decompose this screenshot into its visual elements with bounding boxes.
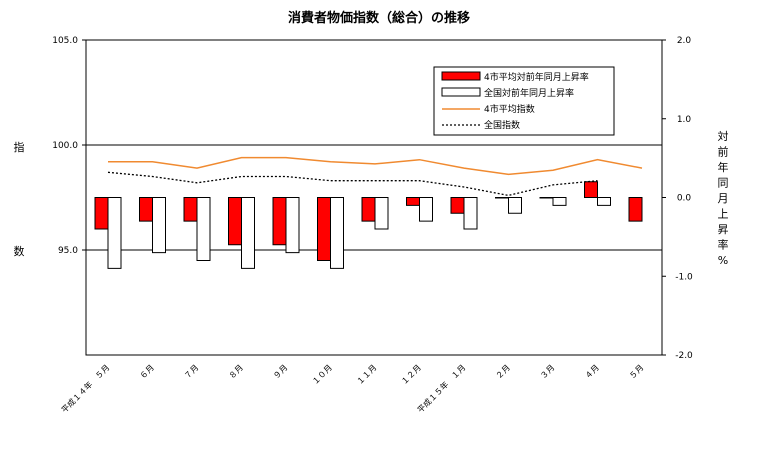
bar-national-rate-2 [196,197,211,261]
bar-four-city-rate-0 [94,197,109,230]
legend-swatch-0 [441,71,481,81]
right-axis-label-char-3: 同 [718,177,729,190]
left-tick-label-0: 105.0 [52,36,78,46]
bars-layer [94,181,643,269]
left-axis-label: 指数 [14,140,25,258]
chart-title: 消費者物価指数（総合）の推移 [288,10,470,26]
right-tick-label-1: 1.0 [677,115,692,125]
legend-label-3: 全国指数 [484,119,520,131]
bar-national-rate-8 [463,197,478,230]
bar-four-city-rate-7 [406,197,420,206]
bar-four-city-rate-4 [272,197,287,246]
x-tick-label-7: １２月 [400,363,423,386]
bar-national-rate-6 [374,197,389,230]
x-tick-label-0: 平成１４年 ５月 [59,362,111,414]
bar-four-city-rate-11 [584,181,598,198]
bar-four-city-rate-1 [139,197,153,222]
bar-four-city-rate-3 [228,197,242,246]
legend-label-0: 4市平均対前年同月上昇率 [484,71,589,83]
right-axis-label-char-1: 前 [718,145,729,159]
bar-national-rate-3 [241,197,255,269]
bar-four-city-rate-9 [495,197,509,199]
right-axis-label-char-4: 月 [718,192,729,205]
series-line-four-city-index [108,156,643,176]
bar-national-rate-5 [330,197,344,269]
bar-national-rate-11 [597,197,611,206]
bar-four-city-rate-2 [183,197,198,222]
x-tick-label-3: ８月 [227,363,245,381]
bar-national-rate-1 [152,197,166,254]
x-tick-label-6: １１月 [355,363,378,386]
right-axis: 2.0 1.0 0.0 -1.0 -2.0 [662,36,693,361]
left-axis: 105.0 100.0 95.0 [52,36,86,256]
bar-national-rate-9 [508,197,522,214]
bar-national-rate-0 [107,197,122,269]
lines-layer [107,156,643,197]
bar-four-city-rate-12 [628,197,643,222]
right-tick-label-2: 0.0 [677,194,692,204]
legend-label-2: 4市平均指数 [484,103,535,115]
right-axis-label: 対前年同月上昇率% [718,129,729,267]
right-axis-label-char-7: 率 [718,238,729,252]
x-tick-label-12: ５月 [628,363,646,381]
series-line-national-index [107,171,598,197]
bar-four-city-rate-8 [450,197,465,214]
right-axis-label-char-6: 昇 [718,223,729,236]
right-tick-label-3: -1.0 [675,272,693,282]
x-tick-label-4: ９月 [272,363,290,381]
x-tick-label-5: １０月 [311,363,334,386]
bar-national-rate-10 [552,197,567,206]
right-axis-label-char-2: 年 [718,160,729,174]
x-tick-label-1: ６月 [138,363,156,381]
right-axis-label-char-0: 対 [718,129,729,143]
left-axis-label-char-1: 数 [14,245,25,258]
bar-national-rate-7 [419,197,433,222]
left-axis-label-char-0: 指 [14,140,25,154]
x-tick-label-2: ７月 [183,363,201,381]
right-axis-label-char-8: % [718,254,728,267]
bar-national-rate-4 [285,197,300,254]
x-tick-label-9: ２月 [494,363,512,381]
bar-four-city-rate-5 [317,197,331,261]
right-tick-label-4: -2.0 [675,351,693,361]
legend-label-1: 全国対前年同月上昇率 [484,87,574,99]
left-tick-label-1: 100.0 [52,141,78,151]
right-tick-label-0: 2.0 [677,36,692,46]
x-tick-label-8: 平成１５年 １月 [415,362,467,414]
left-tick-label-2: 95.0 [58,246,78,256]
x-tick-label-10: ３月 [539,363,557,381]
bar-four-city-rate-10 [539,197,554,199]
bar-four-city-rate-6 [361,197,376,222]
x-tick-label-11: ４月 [583,363,601,381]
right-axis-label-char-5: 上 [718,208,729,221]
legend-swatch-1 [441,87,481,97]
